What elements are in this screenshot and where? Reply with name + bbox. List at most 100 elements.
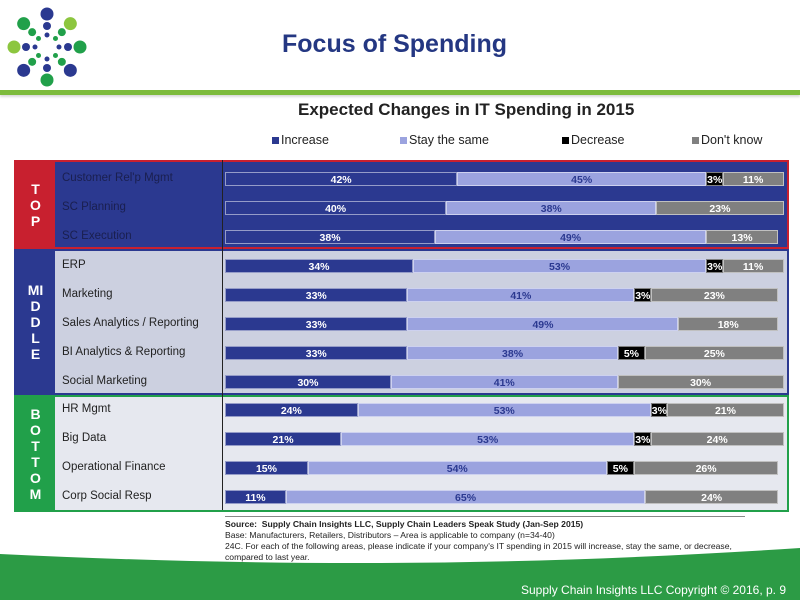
- chart-title: Expected Changes in IT Spending in 2015: [298, 100, 635, 119]
- bar-segment-don-t-know: 23%: [656, 201, 784, 215]
- bar-segment-increase: 15%: [225, 461, 308, 475]
- bar-segment-increase: 42%: [225, 172, 458, 186]
- legend-item-dont-know: Don't know: [692, 133, 762, 147]
- section-label-char: T: [31, 453, 40, 470]
- logo-dot: [43, 64, 51, 72]
- section-label-char: D: [30, 314, 41, 330]
- logo-dot: [43, 22, 51, 30]
- bar-segment-don-t-know: 26%: [634, 461, 778, 475]
- bar-segment-don-t-know: 23%: [650, 288, 778, 302]
- bar-segment-stay-the-same: 53%: [413, 259, 707, 273]
- legend-item-increase: Increase: [272, 133, 329, 147]
- bar-segment-stay-the-same: 54%: [307, 461, 607, 475]
- logo-dot: [57, 57, 66, 66]
- logo-dot: [52, 36, 58, 42]
- bar-segment-don-t-know: 21%: [667, 403, 784, 417]
- logo-dot: [40, 7, 54, 21]
- logo-dot: [63, 17, 77, 31]
- category-label: SC Planning: [62, 201, 126, 213]
- category-label: ERP: [62, 259, 86, 271]
- bar-segment-don-t-know: 30%: [617, 375, 784, 389]
- bar-segment-don-t-know: 18%: [678, 317, 778, 331]
- logo-dot: [57, 28, 66, 37]
- category-label: Big Data: [62, 432, 107, 444]
- legend-label-stay: Stay the same: [409, 133, 489, 147]
- bar-segment-don-t-know: 25%: [645, 346, 784, 360]
- section-label-char: D: [30, 298, 41, 314]
- category-label: HR Mgmt: [62, 403, 111, 415]
- bar-segment-stay-the-same: 53%: [341, 432, 635, 446]
- category-axis: [222, 160, 223, 510]
- bar-segment-increase: 33%: [225, 288, 408, 302]
- category-label: Sales Analytics / Reporting: [62, 317, 199, 329]
- logo-dot: [36, 36, 42, 42]
- header-divider: [0, 90, 800, 95]
- bar-segment-don-t-know: 24%: [645, 490, 778, 504]
- logo-dot: [52, 52, 58, 58]
- logo-dot: [64, 43, 72, 51]
- bar-segment-don-t-know: 11%: [722, 259, 784, 273]
- legend-swatch-stay: [400, 136, 407, 144]
- bar-segment-decrease: 3%: [634, 288, 651, 302]
- bar-segment-don-t-know: 24%: [650, 432, 784, 446]
- bar-segment-increase: 34%: [225, 259, 414, 273]
- section-label-char: M: [29, 485, 42, 502]
- section-label-char: L: [31, 330, 40, 346]
- section-label-char: O: [30, 469, 41, 486]
- legend-item-decrease: Decrease: [562, 133, 625, 147]
- category-label: Corp Social Resp: [62, 490, 152, 502]
- section-label-char: O: [30, 421, 41, 438]
- section-label-char: P: [30, 212, 41, 229]
- category-label: Social Marketing: [62, 375, 148, 387]
- bar-segment-don-t-know: 13%: [706, 230, 778, 244]
- logo-dot: [36, 52, 42, 58]
- logo-dot: [56, 44, 62, 50]
- bar-segment-decrease: 5%: [606, 461, 635, 475]
- source-line-2: Base: Manufacturers, Retailers, Distribu…: [225, 530, 555, 540]
- section-label-char: O: [30, 196, 41, 213]
- legend-label-decrease: Decrease: [571, 133, 625, 147]
- bar-segment-decrease: 3%: [706, 172, 723, 186]
- category-label: Operational Finance: [62, 461, 166, 473]
- legend-label-increase: Increase: [281, 133, 329, 147]
- section-label-char: T: [31, 437, 40, 454]
- bar-segment-stay-the-same: 45%: [457, 172, 707, 186]
- footer-swoosh: [0, 548, 800, 600]
- bar-segment-stay-the-same: 53%: [357, 403, 651, 417]
- bar-segment-increase: 38%: [225, 230, 436, 244]
- bar-segment-stay-the-same: 65%: [285, 490, 646, 504]
- legend-swatch-increase: [272, 136, 279, 144]
- logo-dot: [44, 32, 50, 38]
- source-line-1: Source: Supply Chain Insights LLC, Suppl…: [225, 519, 584, 529]
- section-label-char: E: [30, 346, 41, 362]
- bar-segment-stay-the-same: 41%: [407, 288, 635, 302]
- category-label: Customer Rel'p Mgmt: [62, 172, 173, 184]
- bar-segment-don-t-know: 11%: [722, 172, 784, 186]
- logo-dot: [17, 63, 31, 77]
- bar-segment-decrease: 3%: [634, 432, 651, 446]
- bar-segment-increase: 33%: [225, 346, 408, 360]
- bar-segment-increase: 33%: [225, 317, 408, 331]
- legend-swatch-dont-know: [692, 136, 699, 144]
- dot-burst-logo-icon: [7, 7, 87, 87]
- category-label: SC Execution: [62, 230, 132, 242]
- logo-dot: [22, 43, 30, 51]
- logo-dot: [32, 44, 38, 50]
- category-label: BI Analytics & Reporting: [62, 346, 186, 358]
- bar-segment-decrease: 3%: [706, 259, 723, 273]
- bar-segment-increase: 30%: [225, 375, 391, 389]
- page-title: Focus of Spending: [282, 30, 507, 58]
- bar-segment-stay-the-same: 38%: [407, 346, 618, 360]
- logo-dot: [28, 28, 37, 37]
- footer-copyright: Supply Chain Insights LLC Copyright © 20…: [521, 583, 786, 597]
- bar-segment-increase: 21%: [225, 432, 342, 446]
- section-label-char: T: [31, 180, 40, 197]
- legend-item-stay: Stay the same: [400, 133, 489, 147]
- bar-segment-stay-the-same: 41%: [390, 375, 618, 389]
- legend-label-dont-know: Don't know: [701, 133, 763, 147]
- logo-dot: [44, 56, 50, 62]
- logo-dot: [7, 40, 21, 54]
- logo-dot: [28, 57, 37, 66]
